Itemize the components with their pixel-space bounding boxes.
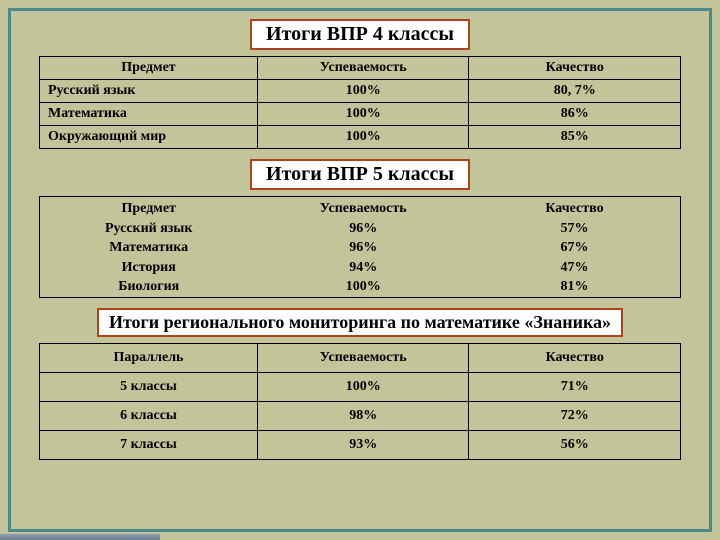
cell-performance: 96%: [257, 219, 469, 239]
page-frame: Итоги ВПР 4 классы Предмет Успеваемость …: [8, 8, 712, 532]
cell-quality: 67%: [469, 238, 681, 258]
col-header-subject: Параллель: [40, 343, 258, 372]
table-row: Биология 100% 81%: [40, 277, 681, 297]
table-row: Окружающий мир 100% 85%: [40, 126, 681, 149]
cell-subject: Русский язык: [40, 80, 258, 103]
cell-quality: 57%: [469, 219, 681, 239]
table-row: Математика 96% 67%: [40, 238, 681, 258]
cell-quality: 47%: [469, 258, 681, 278]
cell-performance: 98%: [257, 401, 469, 430]
cell-subject: 5 классы: [40, 372, 258, 401]
cell-subject: Математика: [40, 238, 258, 258]
col-header-quality: Качество: [469, 197, 681, 219]
cell-quality: 81%: [469, 277, 681, 297]
cell-quality: 85%: [469, 126, 681, 149]
table-grade4: Предмет Успеваемость Качество Русский яз…: [39, 56, 681, 149]
cell-performance: 100%: [257, 80, 469, 103]
cell-quality: 56%: [469, 430, 681, 459]
cell-performance: 93%: [257, 430, 469, 459]
cell-subject: Математика: [40, 103, 258, 126]
col-header-performance: Успеваемость: [257, 57, 469, 80]
table-row: Параллель Успеваемость Качество: [40, 343, 681, 372]
cell-subject: Окружающий мир: [40, 126, 258, 149]
table-regional: Параллель Успеваемость Качество 5 классы…: [39, 343, 681, 460]
section1-title-wrap: Итоги ВПР 4 классы: [39, 19, 681, 50]
cell-quality: 72%: [469, 401, 681, 430]
cell-performance: 96%: [257, 238, 469, 258]
cell-subject: Биология: [40, 277, 258, 297]
section3-title-wrap: Итоги регионального мониторинга по матем…: [39, 308, 681, 337]
cell-quality: 71%: [469, 372, 681, 401]
table-row: Русский язык 100% 80, 7%: [40, 80, 681, 103]
table-row: 6 классы 98% 72%: [40, 401, 681, 430]
table-row: Предмет Успеваемость Качество: [40, 197, 681, 219]
col-header-subject: Предмет: [40, 57, 258, 80]
section2-title: Итоги ВПР 5 классы: [250, 159, 470, 190]
col-header-performance: Успеваемость: [257, 197, 469, 219]
cell-quality: 80, 7%: [469, 80, 681, 103]
cell-performance: 100%: [257, 126, 469, 149]
cell-subject: История: [40, 258, 258, 278]
cell-performance: 94%: [257, 258, 469, 278]
cell-quality: 86%: [469, 103, 681, 126]
cell-performance: 100%: [257, 103, 469, 126]
cell-subject: 6 классы: [40, 401, 258, 430]
table-row: История 94% 47%: [40, 258, 681, 278]
cell-performance: 100%: [257, 372, 469, 401]
table-row: Русский язык 96% 57%: [40, 219, 681, 239]
footer-strip: [0, 534, 160, 540]
table-row: Предмет Успеваемость Качество: [40, 57, 681, 80]
cell-subject: 7 классы: [40, 430, 258, 459]
col-header-subject: Предмет: [40, 197, 258, 219]
cell-subject: Русский язык: [40, 219, 258, 239]
table-row: 7 классы 93% 56%: [40, 430, 681, 459]
section1-title: Итоги ВПР 4 классы: [250, 19, 470, 50]
section3-title: Итоги регионального мониторинга по матем…: [97, 308, 623, 337]
col-header-quality: Качество: [469, 343, 681, 372]
cell-performance: 100%: [257, 277, 469, 297]
table-row: 5 классы 100% 71%: [40, 372, 681, 401]
table-grade5: Предмет Успеваемость Качество Русский яз…: [39, 196, 681, 298]
col-header-quality: Качество: [469, 57, 681, 80]
section2-title-wrap: Итоги ВПР 5 классы: [39, 159, 681, 190]
table-row: Математика 100% 86%: [40, 103, 681, 126]
col-header-performance: Успеваемость: [257, 343, 469, 372]
